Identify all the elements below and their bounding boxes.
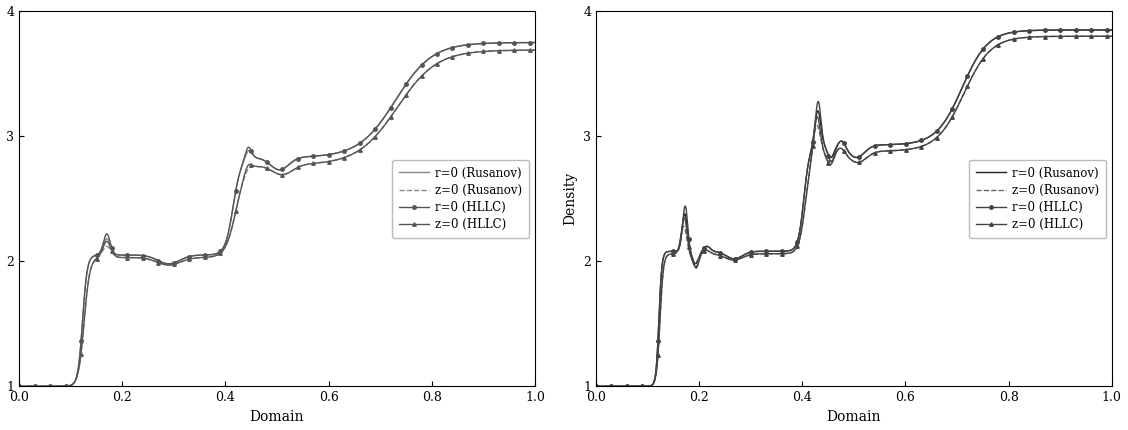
r=0 (Rusanov) — [233, 170, 247, 175]
z=0 (HLLC) — [805, 144, 819, 149]
z=0 (Rusanov) — [486, 48, 500, 53]
Legend: r=0 (Rusanov), z=0 (Rusanov), r=0 (HLLC), z=0 (HLLC): r=0 (Rusanov), z=0 (Rusanov), r=0 (HLLC)… — [969, 160, 1105, 238]
z=0 (HLLC) — [810, 115, 823, 120]
r=0 (Rusanov) — [1090, 28, 1103, 33]
Y-axis label: Density: Density — [564, 172, 578, 225]
r=0 (Rusanov) — [257, 158, 271, 163]
z=0 (HLLC) — [589, 384, 602, 389]
z=0 (Rusanov) — [810, 123, 823, 128]
z=0 (Rusanov) — [964, 77, 978, 82]
r=0 (Rusanov) — [1064, 28, 1077, 33]
z=0 (HLLC) — [257, 165, 271, 170]
z=0 (HLLC) — [233, 190, 247, 196]
r=0 (Rusanov) — [229, 188, 243, 193]
r=0 (Rusanov) — [1105, 28, 1119, 33]
Line: z=0 (HLLC): z=0 (HLLC) — [594, 34, 1113, 388]
z=0 (HLLC) — [229, 209, 243, 214]
z=0 (HLLC) — [512, 48, 526, 53]
X-axis label: Domain: Domain — [249, 410, 305, 424]
r=0 (Rusanov) — [810, 111, 823, 116]
r=0 (HLLC) — [835, 138, 848, 144]
z=0 (HLLC) — [835, 146, 848, 151]
z=0 (Rusanov) — [233, 190, 247, 196]
z=0 (Rusanov) — [12, 384, 26, 389]
r=0 (Rusanov) — [805, 140, 819, 145]
r=0 (HLLC) — [805, 139, 819, 144]
r=0 (Rusanov) — [589, 384, 602, 389]
z=0 (Rusanov) — [512, 48, 526, 53]
z=0 (Rusanov) — [835, 146, 848, 151]
Line: r=0 (HLLC): r=0 (HLLC) — [594, 28, 1113, 388]
Line: r=0 (HLLC): r=0 (HLLC) — [17, 41, 537, 388]
r=0 (HLLC) — [512, 40, 526, 45]
r=0 (HLLC) — [233, 170, 247, 175]
z=0 (HLLC) — [964, 77, 978, 82]
z=0 (Rusanov) — [1105, 34, 1119, 39]
r=0 (HLLC) — [810, 104, 823, 109]
z=0 (HLLC) — [1105, 34, 1119, 39]
r=0 (HLLC) — [12, 384, 26, 389]
r=0 (HLLC) — [229, 188, 243, 193]
z=0 (HLLC) — [1064, 34, 1077, 39]
r=0 (Rusanov) — [528, 40, 541, 45]
r=0 (HLLC) — [1105, 28, 1119, 33]
r=0 (Rusanov) — [964, 67, 978, 72]
Line: z=0 (HLLC): z=0 (HLLC) — [17, 49, 537, 388]
z=0 (HLLC) — [486, 48, 500, 53]
r=0 (HLLC) — [964, 67, 978, 72]
z=0 (Rusanov) — [387, 110, 400, 115]
Legend: r=0 (Rusanov), z=0 (Rusanov), r=0 (HLLC), z=0 (HLLC): r=0 (Rusanov), z=0 (Rusanov), r=0 (HLLC)… — [393, 160, 529, 238]
r=0 (Rusanov) — [486, 40, 500, 46]
z=0 (Rusanov) — [1064, 34, 1077, 39]
Line: r=0 (Rusanov): r=0 (Rusanov) — [19, 43, 535, 386]
z=0 (HLLC) — [12, 384, 26, 389]
z=0 (HLLC) — [528, 48, 541, 53]
X-axis label: Domain: Domain — [827, 410, 881, 424]
Line: z=0 (Rusanov): z=0 (Rusanov) — [596, 36, 1112, 386]
z=0 (HLLC) — [387, 110, 400, 115]
r=0 (HLLC) — [257, 158, 271, 163]
r=0 (Rusanov) — [387, 100, 400, 105]
r=0 (HLLC) — [589, 384, 602, 389]
r=0 (HLLC) — [387, 100, 400, 105]
z=0 (Rusanov) — [229, 209, 243, 214]
z=0 (Rusanov) — [257, 165, 271, 170]
r=0 (Rusanov) — [835, 138, 848, 144]
r=0 (Rusanov) — [512, 40, 526, 45]
Line: z=0 (Rusanov): z=0 (Rusanov) — [19, 50, 535, 386]
z=0 (HLLC) — [1090, 34, 1103, 39]
r=0 (HLLC) — [486, 40, 500, 46]
r=0 (HLLC) — [1090, 28, 1103, 33]
r=0 (HLLC) — [1064, 28, 1077, 33]
z=0 (Rusanov) — [528, 48, 541, 53]
z=0 (Rusanov) — [589, 384, 602, 389]
r=0 (Rusanov) — [12, 384, 26, 389]
r=0 (HLLC) — [528, 40, 541, 45]
z=0 (Rusanov) — [805, 145, 819, 150]
Line: r=0 (Rusanov): r=0 (Rusanov) — [596, 30, 1112, 386]
z=0 (Rusanov) — [1090, 34, 1103, 39]
